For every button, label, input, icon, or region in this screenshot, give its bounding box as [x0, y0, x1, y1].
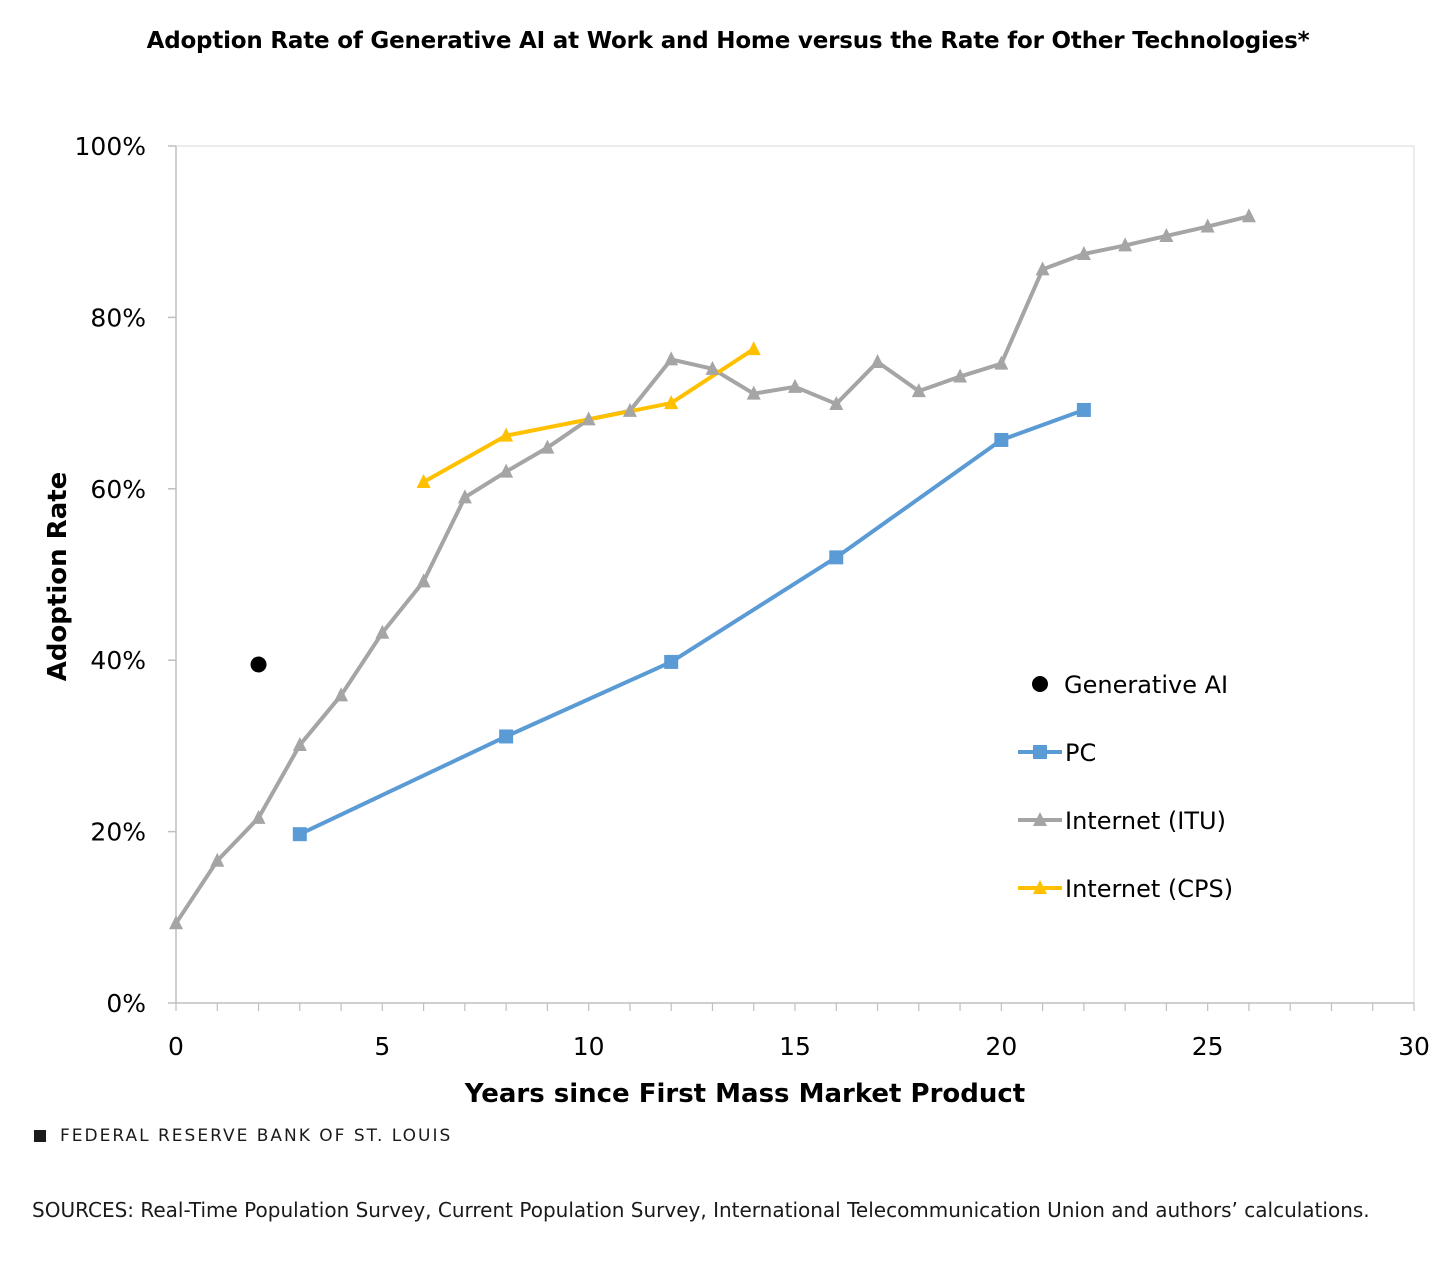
data-point	[499, 463, 514, 478]
data-point	[1076, 402, 1091, 417]
data-point	[1118, 237, 1133, 252]
x-tick-label: 10	[573, 1032, 605, 1061]
data-point	[664, 351, 679, 366]
legend-marker	[1033, 812, 1047, 826]
data-point	[416, 473, 431, 488]
data-point	[1200, 218, 1215, 233]
legend-label: PC	[1065, 739, 1096, 767]
legend-label: Generative AI	[1064, 671, 1228, 699]
y-tick-label: 80%	[90, 303, 146, 332]
data-point	[829, 550, 844, 565]
data-point	[994, 432, 1009, 447]
legend-marker	[1033, 745, 1047, 759]
x-tick-label: 30	[1398, 1032, 1430, 1061]
data-point	[788, 378, 802, 393]
data-point	[334, 687, 349, 702]
data-point	[1035, 261, 1050, 276]
data-point	[1076, 245, 1091, 260]
x-axis-label: Years since First Mass Market Product	[464, 1079, 1026, 1109]
data-point	[210, 852, 225, 867]
legend-label: Internet (ITU)	[1065, 807, 1226, 835]
legend-label: Internet (CPS)	[1065, 875, 1233, 903]
data-point	[1159, 227, 1174, 242]
x-tick-label: 0	[168, 1032, 184, 1061]
x-tick-label: 25	[1192, 1032, 1224, 1061]
chart-title: Adoption Rate of Generative AI at Work a…	[146, 28, 1310, 54]
sources-note: SOURCES: Real-Time Population Survey, Cu…	[32, 1198, 1370, 1222]
data-point	[292, 827, 307, 842]
data-point	[250, 656, 267, 673]
y-tick-label: 100%	[75, 132, 146, 161]
data-point	[169, 915, 183, 930]
data-point	[457, 489, 472, 504]
x-tick-label: 20	[985, 1032, 1017, 1061]
data-point	[292, 737, 307, 752]
data-point	[622, 402, 637, 417]
data-point	[1241, 208, 1256, 223]
x-tick-label: 5	[374, 1032, 390, 1061]
y-axis-label: Adoption Rate	[43, 472, 73, 682]
brand-text: FEDERAL RESERVE BANK OF ST. LOUIS	[60, 1126, 453, 1146]
y-tick-label: 60%	[90, 475, 146, 504]
legend-marker	[1033, 880, 1047, 894]
data-point	[251, 809, 266, 824]
data-point	[416, 573, 431, 588]
data-point	[994, 355, 1009, 370]
brand-square-icon	[34, 1130, 46, 1142]
data-point	[540, 439, 555, 454]
legend-marker	[1032, 676, 1048, 692]
data-point	[664, 395, 679, 410]
data-point	[870, 353, 885, 368]
data-point	[911, 383, 926, 398]
y-tick-label: 20%	[90, 818, 146, 847]
y-tick-label: 40%	[90, 646, 146, 675]
data-point	[499, 427, 514, 442]
data-point	[829, 395, 844, 410]
data-point	[581, 411, 596, 426]
data-point	[746, 341, 761, 356]
x-tick-label: 15	[779, 1032, 811, 1061]
data-point	[375, 624, 390, 639]
line-chart: 0% 20% 40% 60% 80% 100% 0 5 10 15 20 25 30 Years sinc…	[43, 132, 1430, 1109]
data-point	[499, 729, 514, 744]
data-point	[705, 360, 720, 375]
data-point	[664, 654, 679, 669]
footer-brand: FEDERAL RESERVE BANK OF ST. LOUIS	[34, 1126, 452, 1146]
y-tick-label: 0%	[106, 989, 146, 1018]
series-line	[298, 408, 1085, 836]
data-point	[746, 385, 761, 400]
data-point	[953, 368, 968, 383]
